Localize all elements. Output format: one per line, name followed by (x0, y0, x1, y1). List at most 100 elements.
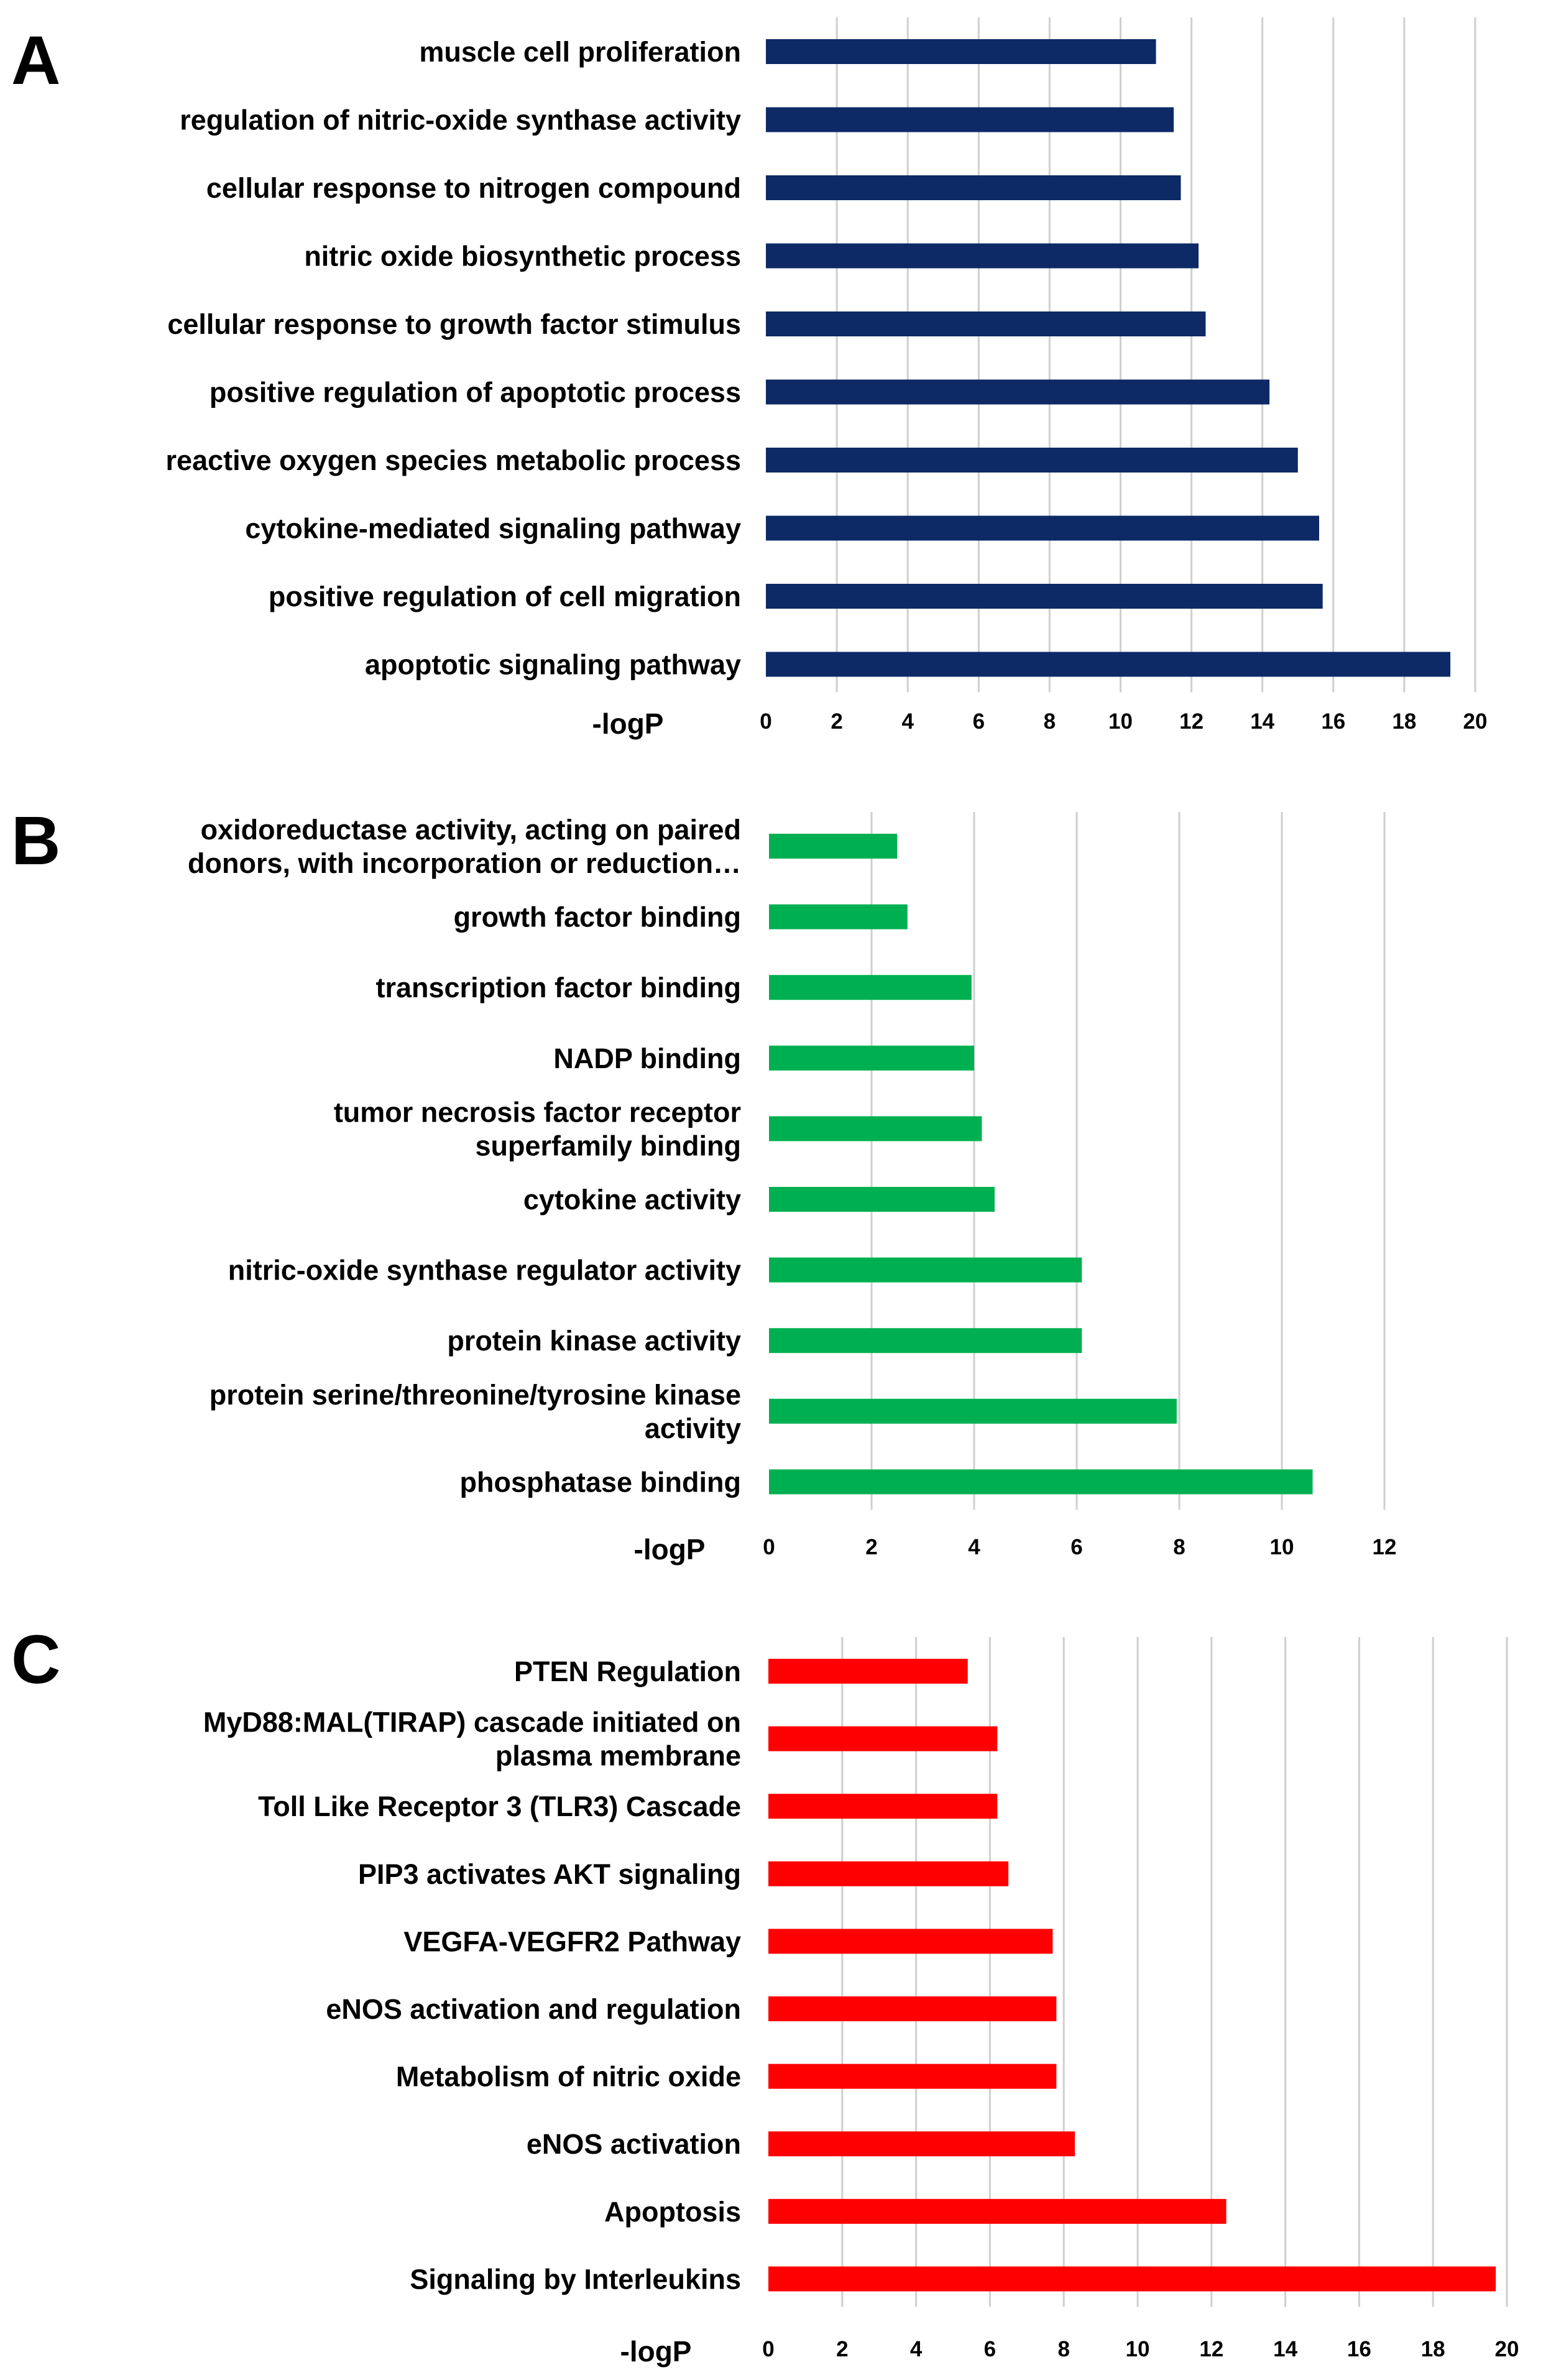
bar (766, 515, 1319, 541)
bar (769, 1398, 1177, 1424)
x-tick-label: 4 (910, 2337, 923, 2361)
bar (768, 2131, 1075, 2157)
category-label: protein serine/threonine/tyrosine kinase (209, 1379, 741, 1411)
category-label: plasma membrane (495, 1740, 741, 1772)
x-tick-label: 16 (1347, 2337, 1371, 2361)
category-label: cytokine activity (523, 1184, 741, 1215)
category-label: tumor necrosis factor receptor (334, 1096, 741, 1128)
bar (769, 1257, 1082, 1283)
bar (769, 1469, 1313, 1495)
bar (769, 1187, 995, 1212)
category-label: eNOS activation (527, 2128, 741, 2160)
category-label: phosphatase binding (459, 1466, 741, 1498)
x-tick-label: 18 (1392, 709, 1416, 734)
bar (766, 584, 1323, 609)
x-tick-label: 6 (973, 709, 985, 734)
x-tick-label: 14 (1273, 2337, 1297, 2361)
bar (768, 1929, 1053, 1954)
x-axis-title: -logP (620, 2335, 692, 2368)
category-label: reactive oxygen species metabolic proces… (166, 445, 741, 476)
x-tick-label: 20 (1495, 2337, 1519, 2361)
bar (768, 1794, 998, 1819)
category-label: positive regulation of apoptotic process (209, 377, 741, 408)
bar (769, 834, 898, 859)
x-tick-label: 10 (1270, 1535, 1294, 1559)
bar (769, 1045, 974, 1071)
category-label: PTEN Regulation (514, 1656, 741, 1687)
bar (769, 904, 908, 929)
category-label: cytokine-mediated signaling pathway (245, 513, 741, 545)
bar (766, 107, 1174, 132)
bar (768, 1861, 1009, 1886)
x-tick-label: 2 (836, 2337, 848, 2361)
x-tick-label: 8 (1044, 709, 1056, 734)
category-label: Signaling by Interleukins (410, 2263, 741, 2295)
bar (768, 2266, 1496, 2292)
category-label: donors, with incorporation or reduction… (188, 847, 741, 879)
category-label: NADP binding (553, 1043, 741, 1074)
bar (769, 1116, 982, 1142)
bar (769, 975, 972, 1000)
category-label: Apoptosis (604, 2196, 741, 2228)
x-tick-label: 12 (1179, 709, 1204, 734)
bar (768, 1726, 998, 1751)
category-label: activity (645, 1413, 741, 1444)
x-tick-label: 2 (831, 709, 842, 734)
category-label: positive regulation of cell migration (269, 581, 741, 612)
category-label: PIP3 activates AKT signaling (358, 1858, 741, 1890)
x-axis-title: -logP (592, 708, 664, 740)
x-tick-label: 14 (1250, 709, 1274, 734)
x-tick-label: 8 (1173, 1535, 1185, 1559)
chart-panel-c: C PTEN Regulation MyD88:MAL(TIRAP) cascade… (11, 1621, 1519, 2368)
category-label: cellular response to nitrogen compound (206, 172, 741, 204)
x-tick-label: 2 (865, 1535, 877, 1559)
x-tick-label: 0 (760, 709, 771, 734)
category-label: Metabolism of nitric oxide (396, 2061, 741, 2093)
category-label: protein kinase activity (447, 1325, 741, 1357)
panel-letter: A (11, 22, 60, 99)
x-tick-label: 10 (1108, 709, 1133, 734)
bar (768, 2064, 1057, 2089)
bar (768, 1659, 968, 1684)
panel-letter: B (11, 803, 60, 879)
category-label: superfamily binding (475, 1130, 741, 1161)
category-label: MyD88:MAL(TIRAP) cascade initiated on (203, 1707, 741, 1738)
bar (766, 652, 1451, 677)
bar (766, 311, 1206, 336)
x-tick-label: 4 (901, 709, 914, 734)
x-tick-label: 10 (1126, 2337, 1150, 2361)
x-tick-label: 20 (1463, 709, 1488, 734)
category-label: VEGFA-VEGFR2 Pathway (403, 1926, 741, 1957)
bar (766, 39, 1156, 64)
category-label: cellular response to growth factor stimu… (167, 308, 741, 340)
category-label: Toll Like Receptor 3 (TLR3) Cascade (258, 1791, 741, 1822)
x-tick-label: 18 (1421, 2337, 1445, 2361)
x-tick-label: 4 (968, 1535, 980, 1559)
x-tick-label: 0 (763, 1535, 775, 1559)
bar (766, 175, 1181, 200)
bar (766, 243, 1199, 269)
x-tick-label: 6 (1070, 1535, 1082, 1559)
x-tick-label: 12 (1373, 1535, 1397, 1559)
x-tick-label: 8 (1057, 2337, 1069, 2361)
x-tick-label: 0 (762, 2337, 774, 2361)
category-label: muscle cell proliferation (419, 36, 741, 68)
x-axis-title: -logP (634, 1533, 706, 1566)
bar (766, 379, 1270, 405)
bar (769, 1328, 1082, 1354)
x-tick-label: 16 (1321, 709, 1345, 734)
category-label: nitric-oxide synthase regulator activity (228, 1255, 741, 1286)
bar (766, 448, 1298, 473)
x-tick-label: 12 (1199, 2337, 1223, 2361)
category-label: growth factor binding (454, 902, 741, 933)
category-label: oxidoreductase activity, acting on paire… (201, 814, 741, 846)
x-tick-label: 6 (984, 2337, 996, 2361)
panel-letter: C (11, 1621, 60, 1698)
category-label: eNOS activation and regulation (326, 1993, 741, 2025)
category-label: nitric oxide biosynthetic process (304, 241, 741, 272)
category-label: regulation of nitric-oxide synthase acti… (180, 104, 741, 136)
bar (768, 1996, 1057, 2021)
